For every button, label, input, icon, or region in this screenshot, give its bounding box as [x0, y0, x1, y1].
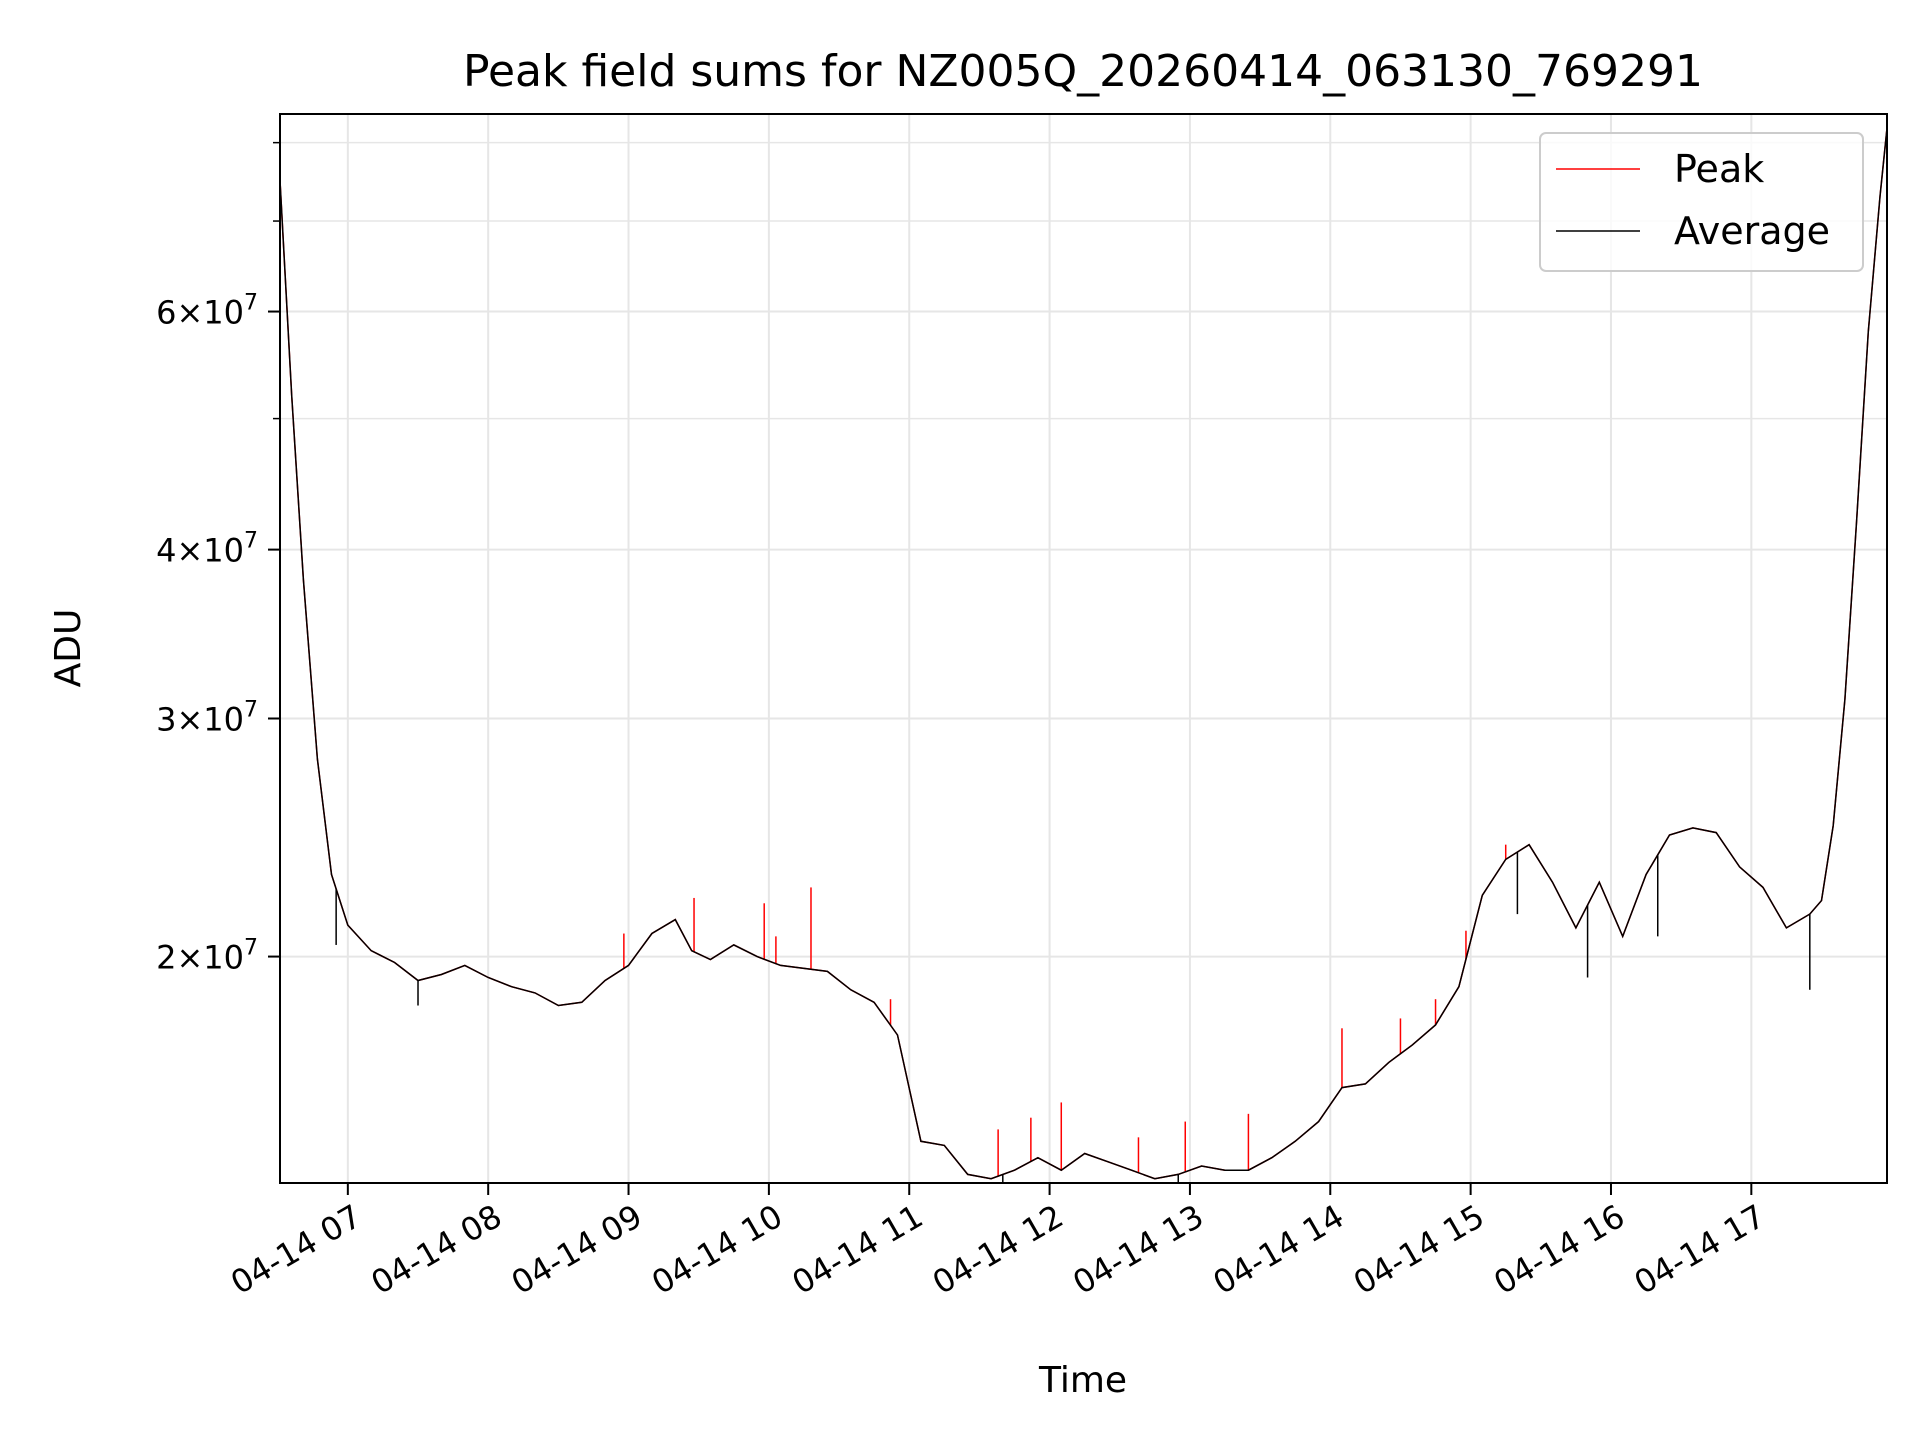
y-tick-label: 6×107	[156, 291, 258, 332]
y-tick-label: 2×107	[156, 936, 258, 977]
grid	[280, 114, 1887, 1183]
legend: Peak Average	[1539, 132, 1864, 272]
y-tick-label: 4×107	[156, 529, 258, 570]
x-axis-label: Time	[1038, 1360, 1127, 1401]
legend-frame	[1539, 132, 1864, 272]
legend-label-average: Average	[1674, 209, 1830, 253]
y-axis-label: ADU	[48, 609, 89, 688]
legend-label-peak: Peak	[1674, 147, 1764, 191]
y-axis: 2×107 3×107 4×107 6×107	[156, 141, 280, 977]
chart-title: Peak field sums for NZ005Q_20260414_0631…	[463, 46, 1703, 97]
series-average-line	[280, 128, 1887, 1180]
y-tick-label: 3×107	[156, 698, 258, 739]
plot-frame	[279, 113, 1888, 1184]
